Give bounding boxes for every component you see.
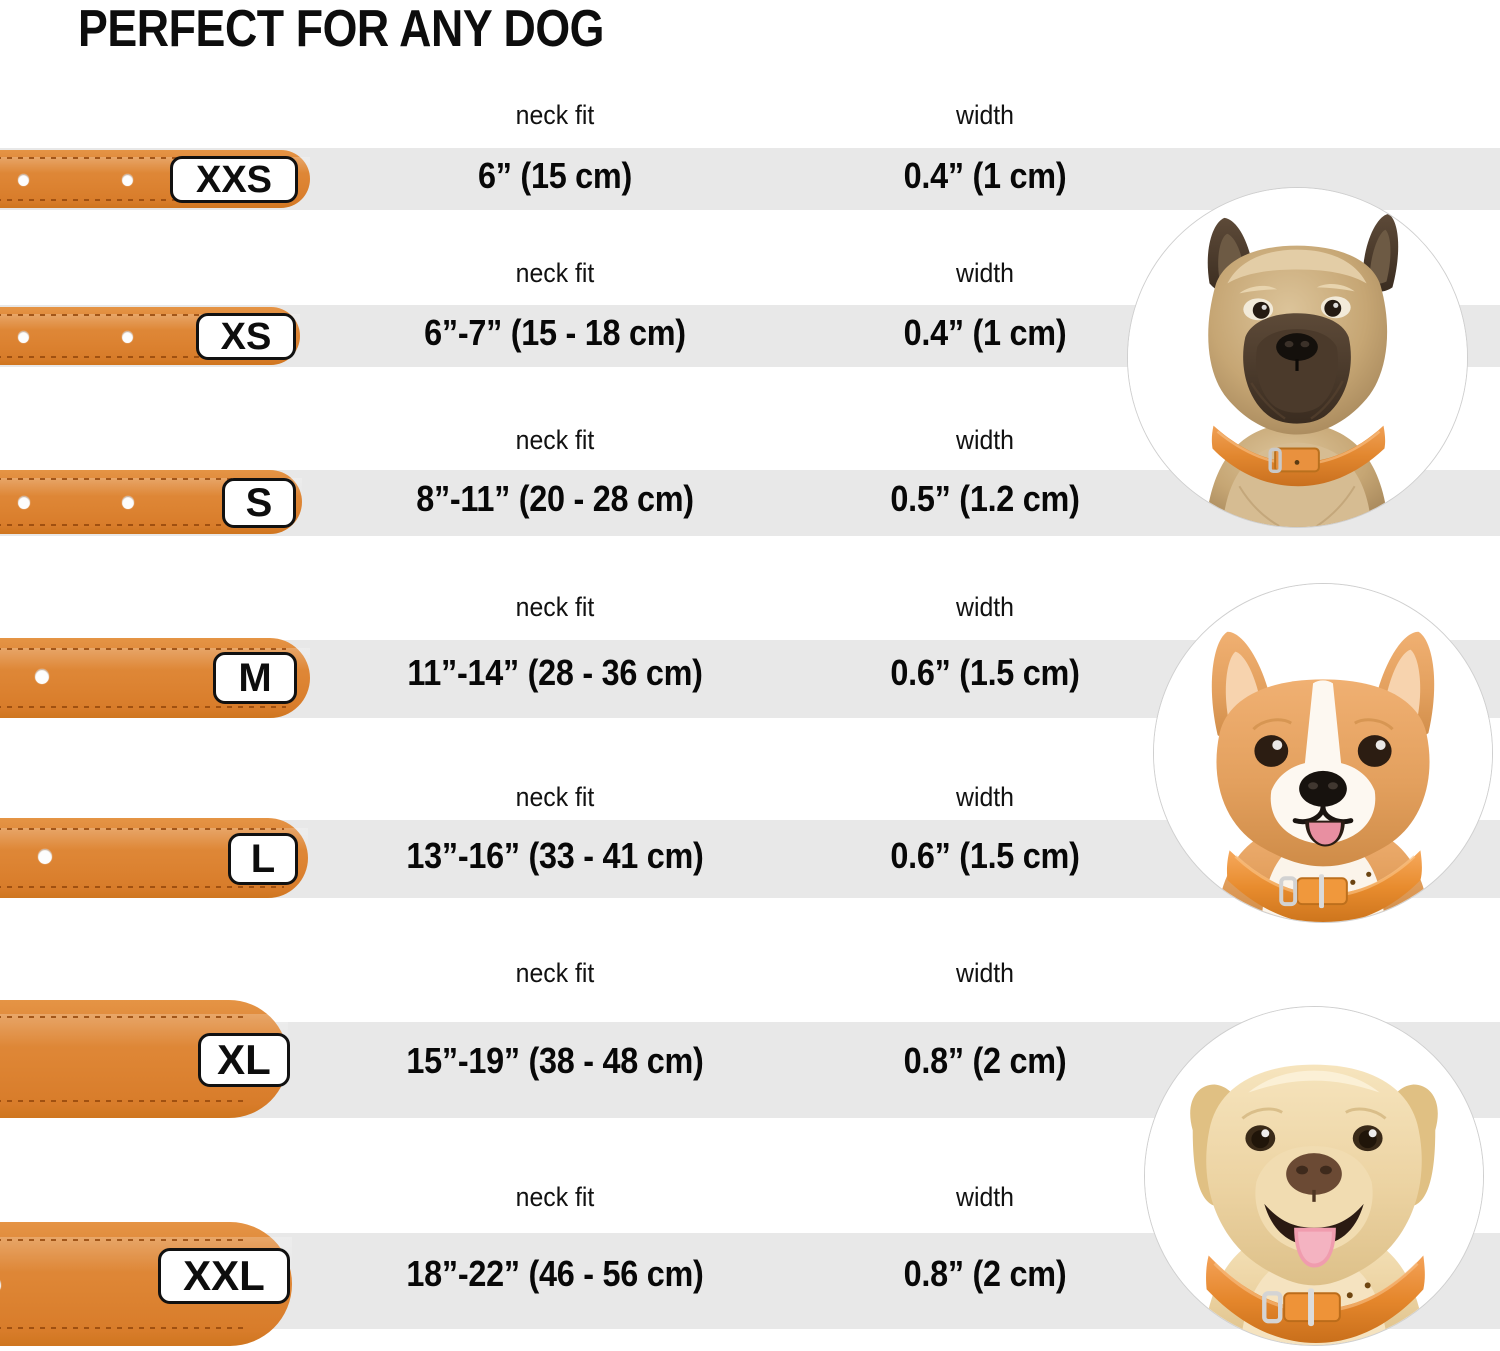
width-label: width (956, 1182, 1014, 1212)
size-badge-l: L (228, 833, 298, 885)
strap-stitch-top (0, 157, 286, 159)
neck-fit-value: 6” (15 cm) (478, 155, 632, 196)
strap-stitch-bottom (0, 1100, 246, 1102)
size-badge-m: M (213, 652, 297, 704)
neck-fit-label: neck fit (515, 592, 595, 622)
page-title: PERFECT FOR ANY DOG (78, 0, 605, 58)
size-badge-xxl: XXL (158, 1248, 290, 1304)
strap-hole (18, 331, 29, 343)
strap-stitch-bottom (0, 706, 286, 708)
strap-stitch-bottom (0, 886, 284, 888)
strap-hole (0, 1276, 1, 1294)
width-label: width (956, 100, 1014, 130)
width-label: width (956, 425, 1014, 455)
width-value: 0.8” (2 cm) (903, 1253, 1067, 1294)
terrier-photo (1127, 187, 1468, 528)
neck-fit-label: neck fit (515, 782, 595, 812)
neck-fit-label: neck fit (515, 1182, 595, 1212)
strap-stitch-top (0, 1239, 248, 1241)
size-badge-s: S (222, 478, 296, 528)
labrador-illustration (1145, 1007, 1483, 1345)
strap-hole (122, 331, 133, 343)
width-value: 0.5” (1.2 cm) (890, 478, 1080, 519)
width-label: width (956, 958, 1014, 988)
strap-stitch-top (0, 828, 284, 830)
neck-fit-label: neck fit (515, 100, 595, 130)
terrier-illustration (1128, 188, 1467, 527)
strap-stitch-top (0, 314, 276, 316)
strap-hole (18, 496, 30, 509)
strap-stitch-bottom (0, 199, 286, 201)
neck-fit-value: 6”-7” (15 - 18 cm) (424, 312, 686, 353)
neck-fit-value: 11”-14” (28 - 36 cm) (407, 652, 703, 693)
strap-hole (35, 669, 49, 684)
corgi-illustration (1154, 584, 1492, 922)
strap-stitch-bottom (0, 356, 276, 358)
neck-fit-label: neck fit (515, 258, 595, 288)
strap-hole (18, 174, 29, 186)
size-badge-xxs: XXS (170, 156, 298, 203)
width-label: width (956, 592, 1014, 622)
strap-hole (122, 496, 134, 509)
width-label: width (956, 782, 1014, 812)
strap-hole (38, 849, 52, 864)
width-value: 0.4” (1 cm) (903, 312, 1067, 353)
neck-fit-label: neck fit (515, 958, 595, 988)
labrador-photo (1144, 1006, 1484, 1346)
width-value: 0.6” (1.5 cm) (890, 835, 1080, 876)
neck-fit-value: 13”-16” (33 - 41 cm) (406, 835, 704, 876)
neck-fit-label: neck fit (515, 425, 595, 455)
strap-stitch-top (0, 1016, 246, 1018)
width-value: 0.8” (2 cm) (903, 1040, 1067, 1081)
size-badge-xl: XL (198, 1033, 290, 1087)
width-label: width (956, 258, 1014, 288)
width-value: 0.6” (1.5 cm) (890, 652, 1080, 693)
strap-stitch-bottom (0, 1327, 248, 1329)
strap-stitch-top (0, 648, 286, 650)
neck-fit-value: 18”-22” (46 - 56 cm) (406, 1253, 704, 1294)
width-value: 0.4” (1 cm) (903, 155, 1067, 196)
strap-stitch-top (0, 478, 278, 480)
strap-stitch-bottom (0, 524, 278, 526)
neck-fit-value: 8”-11” (20 - 28 cm) (416, 478, 694, 519)
strap-hole (122, 174, 133, 186)
neck-fit-value: 15”-19” (38 - 48 cm) (406, 1040, 704, 1081)
size-badge-xs: XS (196, 313, 296, 360)
corgi-photo (1153, 583, 1493, 923)
